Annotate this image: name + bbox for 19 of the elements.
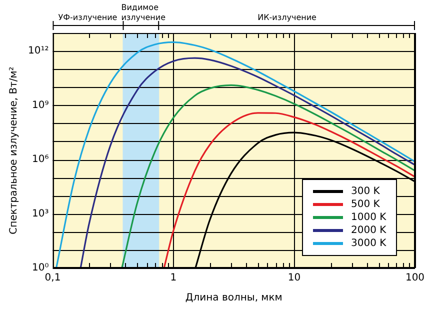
y-tick-label: 10¹² [28, 46, 49, 57]
y-tick-label: 10⁶ [32, 154, 49, 166]
x-tick-label: 1 [170, 272, 177, 284]
y-tick-label: 10⁰ [32, 262, 49, 274]
y-tick-label: 10³ [32, 208, 49, 220]
x-tick-label: 10 [288, 272, 301, 284]
y-tick-label: 10⁹ [32, 100, 49, 111]
legend-label: 2000 K [351, 224, 386, 237]
text: ИК-излучение [258, 13, 317, 22]
text: УФ-излучение [58, 13, 118, 22]
band-label: Видимое излучение [121, 3, 166, 22]
legend-label: 500 K [351, 198, 380, 211]
legend-label: 300 K [351, 185, 380, 198]
x-tick-label: 0,1 [44, 272, 61, 284]
x-tick-label: 100 [405, 272, 425, 284]
y-axis-title: Спектральное излучение, Вт/м² [8, 66, 20, 234]
legend-label: 3000 K [351, 237, 386, 250]
legend-label: 1000 K [351, 211, 386, 224]
x-axis-title: Длина волны, мкм [185, 292, 282, 304]
